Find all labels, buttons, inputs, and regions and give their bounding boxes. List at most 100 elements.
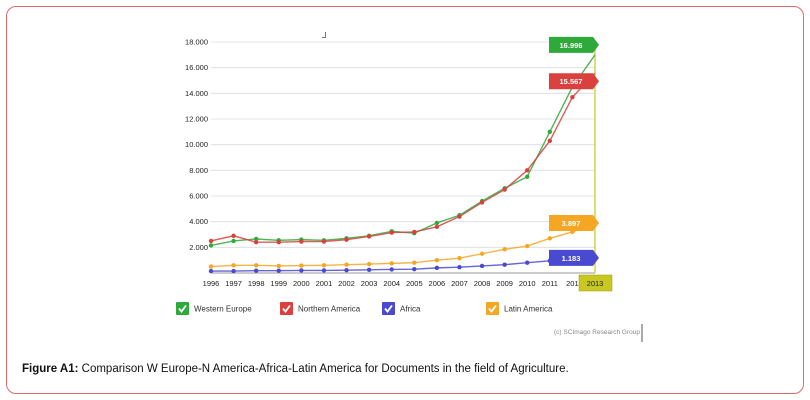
- legend-swatch: [280, 302, 293, 315]
- data-point: [479, 251, 485, 256]
- data-point: [344, 267, 349, 273]
- y-tick-label: 6.000: [189, 192, 208, 201]
- data-point: [208, 268, 214, 274]
- checkmark-icon: [178, 304, 187, 313]
- data-point: [344, 262, 349, 267]
- data-point: [525, 243, 530, 249]
- y-tick-label: 14.000: [185, 89, 208, 98]
- data-point: [253, 236, 259, 242]
- y-tick-label: 12.000: [185, 115, 208, 124]
- caption-label: Figure A1:: [22, 363, 79, 375]
- data-point: [299, 268, 304, 273]
- data-point: [389, 230, 394, 235]
- x-tick-label: 1997: [225, 279, 242, 288]
- data-point: [276, 268, 281, 273]
- data-point: [208, 243, 214, 248]
- data-point: [231, 263, 236, 268]
- data-point: [321, 263, 327, 268]
- data-point: [366, 234, 372, 239]
- data-point: [457, 256, 462, 261]
- series-line: [211, 257, 596, 272]
- caption-text: Comparison W Europe-N America-Africa-Lat…: [81, 363, 569, 375]
- end-value-label: 15.567: [560, 77, 583, 86]
- data-point: [208, 238, 214, 244]
- line-chart: 18.000 16.000 14.000 12.000 10.000 8.000 6.000…: [176, 36, 643, 342]
- data-point: [525, 174, 530, 179]
- data-point: [321, 239, 327, 244]
- series-line: [210, 222, 596, 268]
- data-point: [208, 264, 214, 269]
- data-point: [253, 263, 259, 268]
- data-point: [434, 265, 440, 271]
- data-point: [570, 94, 575, 100]
- y-tick-label: 16.000: [185, 63, 208, 72]
- x-tick-label: 2002: [338, 279, 355, 288]
- data-point: [525, 168, 530, 173]
- legend-swatch: [382, 302, 395, 315]
- legend-swatch: [486, 302, 499, 315]
- y-tick-label: 10.000: [185, 140, 208, 149]
- checkmark-icon: [384, 304, 393, 313]
- data-point: [253, 268, 259, 273]
- credit-text: (c) SCImago Research Group: [554, 329, 640, 336]
- chart-container: 18.000 16.000 14.000 12.000 10.000 8.000 6.000…: [160, 16, 645, 342]
- data-point: [299, 239, 304, 244]
- end-value-label: 1.183: [562, 254, 581, 263]
- figure-frame: [6, 6, 804, 394]
- highlighted-x-box: [578, 274, 613, 292]
- data-point: [547, 138, 553, 144]
- data-point: [547, 236, 553, 241]
- data-point: [412, 260, 417, 265]
- legend-label: Africa: [400, 305, 421, 314]
- data-point: [366, 267, 372, 272]
- corner-mark: [322, 32, 326, 38]
- series-line: [210, 72, 596, 243]
- legend-label: Northern America: [298, 305, 361, 314]
- series-line: [210, 54, 596, 247]
- x-tick-label: 2013: [587, 279, 604, 288]
- x-tick-label: 2008: [474, 279, 491, 288]
- end-value-label: 16.996: [560, 41, 583, 50]
- data-point: [253, 240, 259, 245]
- x-tick-label: 2004: [383, 279, 400, 288]
- data-point: [547, 129, 553, 135]
- x-tick-label: 2006: [429, 279, 446, 288]
- end-value-label: 3.897: [562, 219, 581, 228]
- data-point: [276, 263, 281, 269]
- data-point: [525, 260, 530, 265]
- data-point: [231, 268, 236, 274]
- checkmark-icon: [282, 304, 291, 313]
- legend-label: Western Europe: [194, 305, 252, 314]
- figure-caption: Figure A1: Comparison W Europe-N America…: [22, 363, 569, 375]
- x-tick-label: 1999: [270, 279, 287, 288]
- y-tick-label: 8.000: [189, 166, 208, 175]
- x-tick-label: 2005: [406, 279, 423, 288]
- data-point: [434, 220, 440, 226]
- end-value-flag: [549, 73, 599, 90]
- x-tick-label: 2009: [496, 279, 513, 288]
- data-point: [502, 262, 507, 267]
- legend-label: Latin America: [504, 305, 553, 314]
- data-point: [366, 261, 372, 267]
- data-point: [231, 233, 236, 238]
- x-tick-label: 2003: [361, 279, 378, 288]
- data-point: [276, 240, 281, 245]
- x-tick-label: 2001: [316, 279, 333, 288]
- x-tick-label: 2010: [519, 279, 536, 288]
- data-point: [457, 265, 462, 270]
- data-point: [344, 237, 349, 242]
- data-point: [389, 267, 394, 272]
- x-tick-label: 1998: [248, 279, 265, 288]
- checkmark-icon: [488, 304, 497, 313]
- data-point: [502, 247, 507, 252]
- data-point: [502, 187, 507, 192]
- x-tick-label: 2011: [542, 279, 558, 288]
- y-tick-label: 4.000: [189, 217, 208, 226]
- data-point: [457, 214, 462, 219]
- x-tick-label: 201: [566, 279, 579, 288]
- data-point: [479, 263, 485, 269]
- data-point: [299, 263, 304, 268]
- x-tick-label: 2007: [451, 279, 468, 288]
- data-point: [479, 200, 485, 205]
- data-point: [434, 257, 440, 263]
